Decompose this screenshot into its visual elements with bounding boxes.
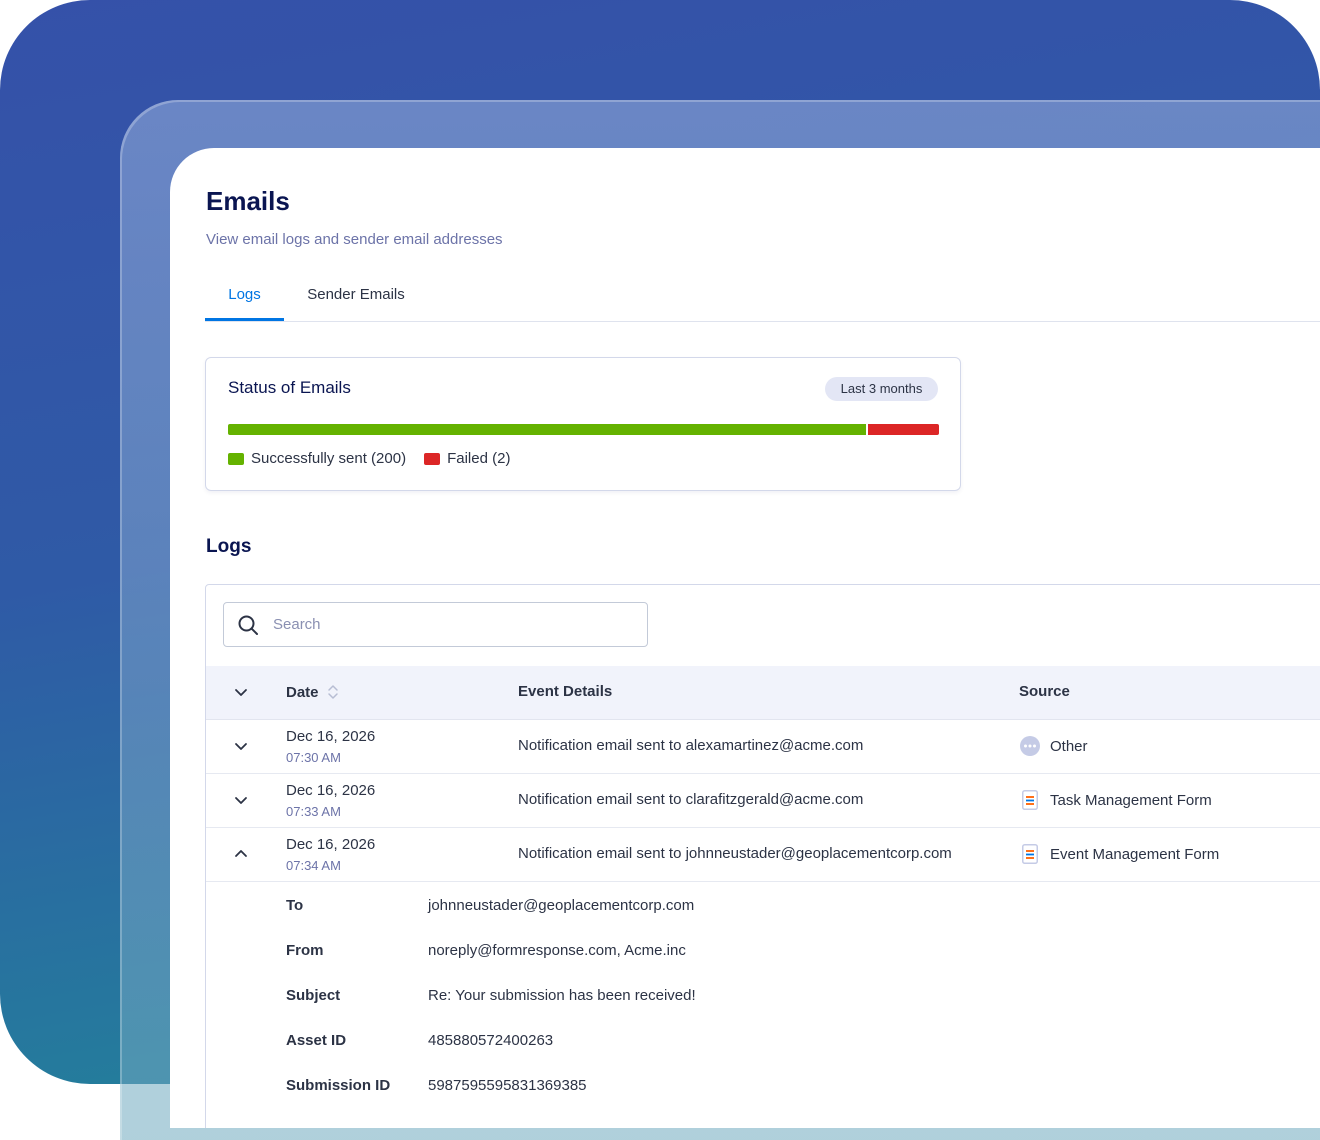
row-time: 07:33 AM [286,804,341,819]
more-dots-icon [1019,735,1041,757]
email-status-card: Status of Emails Last 3 months Successfu… [205,357,961,491]
search-icon [238,615,258,635]
tab-logs[interactable]: Logs [205,278,284,321]
detail-value: 485880572400263 [428,1032,554,1049]
row-source-label: Event Management Form [1050,845,1220,863]
chevron-down-icon[interactable] [232,737,250,755]
column-header-date[interactable]: Date [286,683,339,701]
legend-label-sent: Successfully sent (200) [251,450,407,467]
expand-all-chevron-icon[interactable] [232,683,250,701]
row-event: Notification email sent to johnneustader… [518,845,952,862]
table-row-expanded[interactable]: Dec 16, 2026 07:34 AM Notification email… [206,828,1320,882]
legend-item-failed: Failed (2) [424,450,510,467]
detail-label: From [286,942,324,959]
logs-card: Date Event Details Source Dec 16, 2026 0… [205,584,1320,1128]
range-badge[interactable]: Last 3 months [825,377,938,401]
column-header-event: Event Details [518,683,613,700]
detail-to: To johnneustader@geoplacementcorp.com [206,882,1320,927]
row-source: Event Management Form [1019,843,1219,865]
row-time: 07:30 AM [286,750,341,765]
detail-label: To [286,897,304,914]
logs-table: Date Event Details Source Dec 16, 2026 0… [206,666,1320,1107]
search-box [223,602,648,647]
tab-bar: Logs Sender Emails [205,278,1320,322]
legend-swatch-sent [228,452,244,465]
chevron-up-icon[interactable] [232,845,250,863]
detail-value: johnneustader@geoplacementcorp.com [428,897,695,914]
page-subtitle: View email logs and sender email address… [206,231,503,248]
detail-value: 5987595595831369385 [428,1077,587,1094]
detail-subject: Subject Re: Your submission has been rec… [206,972,1320,1017]
row-details: To johnneustader@geoplacementcorp.com Fr… [206,882,1320,1107]
status-legend: Successfully sent (200) Failed (2) [228,450,528,467]
detail-label: Asset ID [286,1032,347,1049]
sort-icon[interactable] [327,683,339,701]
row-source: Other [1019,735,1088,757]
status-bar [228,424,939,435]
row-date-cell: Dec 16, 2026 07:30 AM [286,728,375,767]
detail-asset-id: Asset ID 485880572400263 [206,1017,1320,1062]
chevron-down-icon[interactable] [232,791,250,809]
search-input[interactable] [271,615,635,634]
row-source-label: Other [1050,737,1088,755]
form-icon [1019,843,1041,865]
page-title: Emails [206,186,290,216]
row-source-label: Task Management Form [1050,791,1212,809]
logs-heading: Logs [206,536,252,557]
form-icon [1019,789,1041,811]
legend-label-failed: Failed (2) [447,450,511,467]
detail-label: Submission ID [286,1077,391,1094]
row-date-cell: Dec 16, 2026 07:33 AM [286,782,375,821]
tab-sender-emails[interactable]: Sender Emails [307,286,405,303]
detail-value: noreply@formresponse.com, Acme.inc [428,942,686,959]
row-date: Dec 16, 2026 [286,782,376,799]
row-time: 07:34 AM [286,858,341,873]
status-bar-sent [228,424,867,435]
detail-from: From noreply@formresponse.com, Acme.inc [206,927,1320,972]
row-date: Dec 16, 2026 [286,836,376,853]
row-date-cell: Dec 16, 2026 07:34 AM [286,836,375,875]
detail-submission-id: Submission ID 5987595595831369385 [206,1062,1320,1107]
status-bar-failed [868,424,939,435]
status-title: Status of Emails [228,378,351,397]
emails-panel: Emails View email logs and sender email … [170,148,1320,1128]
table-header: Date Event Details Source [206,666,1320,720]
row-source: Task Management Form [1019,789,1212,811]
legend-swatch-failed [424,452,441,465]
row-date: Dec 16, 2026 [286,728,376,745]
row-event: Notification email sent to alexamartinez… [518,737,864,754]
row-event: Notification email sent to clarafitzgera… [518,791,864,808]
legend-item-sent: Successfully sent (200) [228,450,406,467]
table-row[interactable]: Dec 16, 2026 07:33 AM Notification email… [206,774,1320,828]
column-header-source: Source [1019,683,1070,700]
detail-label: Subject [286,987,341,1004]
table-row[interactable]: Dec 16, 2026 07:30 AM Notification email… [206,720,1320,774]
detail-value: Re: Your submission has been received! [428,987,696,1004]
column-header-date-label: Date [286,683,319,701]
